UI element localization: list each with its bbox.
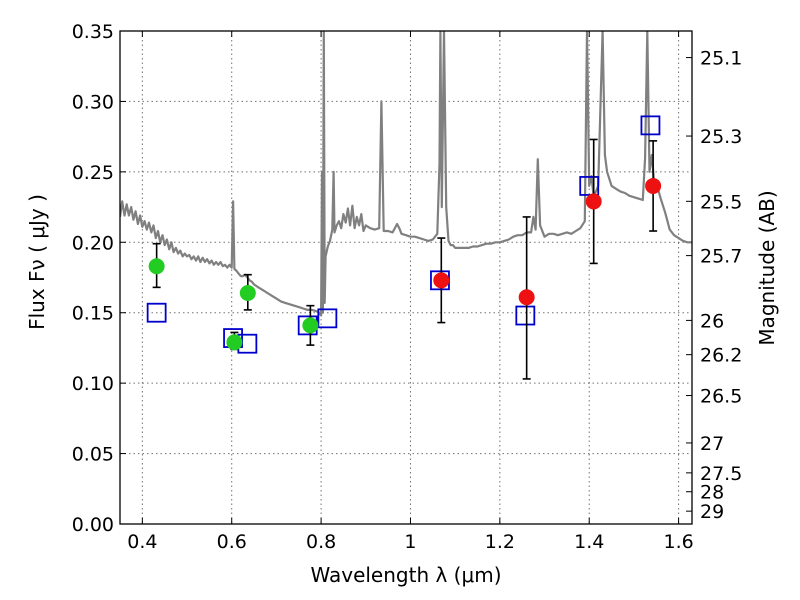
grid (120, 31, 692, 524)
observed-marker (585, 193, 602, 210)
markers (146, 115, 662, 380)
model-photometry-square (317, 308, 338, 329)
y-tick-label: 0.10 (72, 373, 114, 395)
model-sed-line (120, 31, 692, 317)
observed-point (585, 138, 602, 265)
mag-tick-label: 28 (700, 482, 724, 504)
x-tick-label: 0.6 (217, 531, 247, 553)
x-tick-label: 1 (404, 531, 416, 553)
observed-point (518, 216, 535, 380)
y-tick-label: 0.00 (72, 514, 114, 536)
observed-point (226, 331, 243, 351)
observed-point (645, 140, 662, 232)
observed-marker (433, 272, 450, 289)
mag-tick-label: 29 (700, 501, 724, 523)
plot-frame (119, 30, 693, 525)
y-tick-label: 0.05 (72, 444, 114, 466)
mag-tick-label: 27.5 (700, 463, 742, 485)
x-tick-label: 1.4 (574, 531, 604, 553)
model-photometry-square (515, 305, 536, 326)
x-axis-title: Wavelength λ (μm) (310, 563, 501, 587)
observed-marker (302, 317, 319, 334)
y-tick-label: 0.20 (72, 232, 114, 254)
axes: 0.4 0.6 0.8 1 1.2 1.4 1.6 0.00 0.05 0.10 0.15 0.20 0… (72, 21, 743, 553)
x-tick-label: 0.4 (127, 531, 157, 553)
mag-tick-label: 25.7 (700, 246, 742, 268)
plot-area (120, 31, 692, 317)
observed-point (433, 237, 450, 324)
observed-point (239, 273, 256, 311)
observed-marker (226, 334, 243, 351)
x-tick-label: 0.8 (306, 531, 336, 553)
mag-tick-label: 26.2 (700, 345, 742, 367)
model-photometry-square (640, 115, 661, 136)
mag-tick-label: 25.5 (700, 191, 742, 213)
mag-tick-label: 26 (700, 310, 724, 332)
mag-tick-label: 27 (700, 433, 724, 455)
x-tick-label: 1.2 (485, 531, 515, 553)
y-axis-title-right: Magnitude (AB) (755, 190, 779, 345)
y-axis-title-left: Flux Fν ( μJy ) (25, 194, 49, 330)
mag-tick-label: 25.1 (700, 48, 742, 70)
model-photometry-square (146, 302, 167, 323)
observed-marker (239, 284, 256, 301)
observed-marker (148, 258, 165, 275)
y-tick-label: 0.30 (72, 91, 114, 113)
y-tick-label: 0.15 (72, 303, 114, 325)
mag-tick-label: 25.3 (700, 126, 742, 148)
observed-point (302, 304, 319, 346)
y-tick-label: 0.35 (72, 21, 114, 43)
x-tick-label: 1.6 (663, 531, 693, 553)
observed-marker (645, 177, 662, 194)
observed-point (148, 242, 165, 289)
y-tick-label: 0.25 (72, 162, 114, 184)
observed-marker (518, 289, 535, 306)
mag-tick-label: 26.5 (700, 386, 742, 408)
